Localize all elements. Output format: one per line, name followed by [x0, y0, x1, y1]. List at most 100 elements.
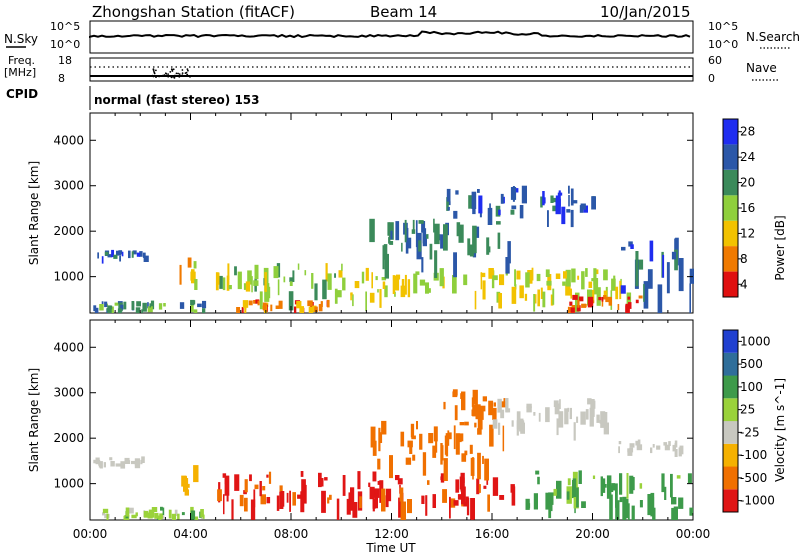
axes: 1000 2000 3000 4000 1000 2000 3000 4000 00:00 04:…	[53, 113, 710, 541]
colorbar-swatch	[723, 421, 738, 444]
velocity-cell	[599, 419, 604, 424]
velocity-cell	[576, 487, 579, 508]
ytick-label: 4000	[53, 340, 84, 354]
velocity-cell	[545, 407, 550, 423]
velocity-cell	[262, 486, 266, 491]
power-cell	[570, 188, 574, 206]
velocity-cell	[400, 431, 405, 447]
velocity-cell	[564, 408, 569, 425]
power-cell	[547, 210, 549, 227]
velocity-cell	[526, 406, 532, 413]
power-cell	[550, 294, 554, 306]
power-cell	[534, 294, 537, 304]
power-cell	[396, 274, 401, 280]
station-title: Zhongshan Station (fitACF)	[92, 3, 295, 21]
nave-dot	[158, 75, 161, 78]
power-cell	[496, 221, 501, 225]
power-cell	[552, 205, 556, 212]
nave-dot	[167, 75, 170, 78]
velocity-cell	[318, 472, 322, 488]
velocity-cell	[639, 483, 643, 489]
power-cell	[446, 197, 449, 211]
velocity-cell	[416, 421, 418, 430]
velocity-cell	[637, 439, 641, 448]
power-cell	[163, 303, 166, 307]
velocity-cell	[489, 424, 494, 447]
power-cell	[136, 252, 141, 257]
velocity-cell	[569, 407, 572, 420]
power-cell	[142, 302, 147, 312]
colorbar-swatch	[723, 271, 738, 297]
power-cell	[191, 300, 196, 305]
velocity-cell	[268, 471, 272, 484]
power-cell	[131, 301, 135, 310]
velocity-cell	[587, 398, 592, 405]
power-cell	[116, 250, 122, 256]
power-cell	[418, 240, 422, 252]
power-cell	[495, 205, 501, 217]
power-cell	[573, 200, 578, 204]
power-cell	[471, 191, 477, 209]
velocity-cell	[109, 457, 113, 461]
power-cell	[193, 261, 197, 269]
velocity-cell	[421, 495, 425, 504]
velocity-cell	[266, 497, 271, 504]
velocity-cell	[239, 494, 244, 507]
velocity-cell	[664, 444, 670, 451]
power-cell	[572, 294, 578, 300]
velocity-cell	[419, 433, 423, 450]
velocity-cell	[663, 442, 668, 446]
velocity-cell	[368, 482, 371, 487]
power-cell	[596, 287, 601, 306]
date-label: 10/Jan/2015	[600, 3, 691, 21]
velocity-cell	[554, 403, 560, 415]
power-cell	[248, 300, 253, 306]
velocity-cell	[231, 499, 234, 520]
velocity-cell	[457, 494, 463, 500]
velocity-cell	[453, 500, 459, 506]
velocity-cell	[676, 475, 681, 479]
nave-dot	[181, 69, 184, 71]
nave-dot	[171, 70, 174, 72]
power-cell	[478, 195, 483, 214]
velocity-cell	[405, 457, 412, 465]
velocity-cell	[182, 476, 187, 486]
power-cell	[489, 203, 491, 210]
velocity-cell	[471, 501, 474, 520]
velocity-cell	[482, 455, 484, 464]
velocity-cell	[448, 432, 452, 440]
nave-dot	[152, 69, 155, 71]
velocity-cell	[224, 478, 229, 485]
velocity-cell	[472, 457, 474, 480]
ytick-label: 1000	[53, 270, 84, 284]
power-cell	[482, 280, 486, 300]
velocity-cell	[639, 500, 643, 508]
power-cell	[499, 274, 505, 286]
power-cell	[480, 272, 486, 278]
power-cell	[456, 222, 461, 237]
velocity-cell	[106, 513, 109, 520]
velocity-cell	[576, 416, 579, 423]
power-cell	[498, 293, 502, 309]
power-cell	[429, 243, 433, 260]
power-cell	[244, 306, 247, 313]
power-cell	[603, 295, 607, 300]
power-cell	[422, 228, 427, 244]
velocity-cell	[254, 484, 259, 490]
velocity-cell	[244, 497, 248, 512]
velocity-cell	[618, 446, 620, 454]
power-cell	[257, 300, 260, 306]
nave-dot	[169, 71, 172, 73]
velocity-cell	[443, 401, 446, 410]
power-cell	[251, 276, 253, 293]
power-cell	[545, 269, 550, 277]
velocity-cell	[573, 422, 576, 441]
velocity-cell	[484, 458, 489, 481]
colorbar-swatch	[723, 375, 738, 399]
power-cell	[555, 273, 561, 279]
power-cell	[497, 232, 501, 249]
power-cell	[567, 306, 573, 313]
velocity-cell	[432, 494, 436, 508]
power-cell	[487, 207, 493, 225]
